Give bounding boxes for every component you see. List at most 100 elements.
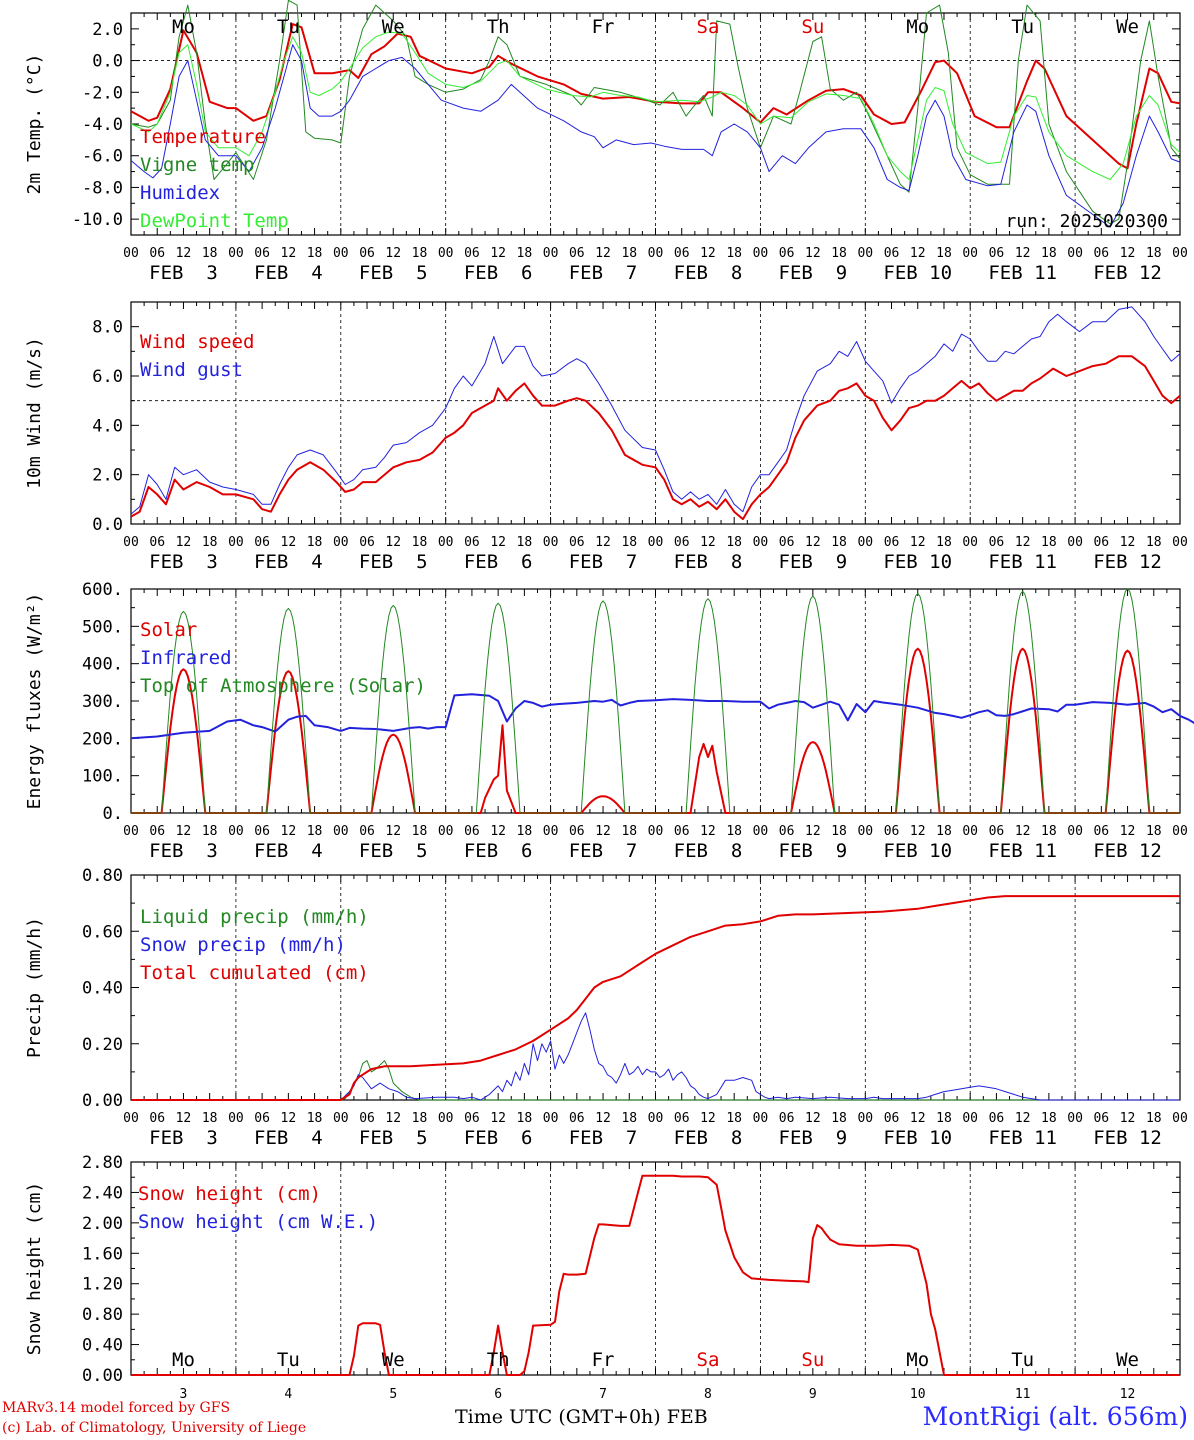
x-hour-label: 12 <box>1015 535 1031 550</box>
series-line <box>131 1012 1180 1101</box>
legend-entry: Top of Atmosphere (Solar) <box>140 675 426 697</box>
x-hour-label: 00 <box>333 1111 349 1126</box>
x-hour-label: 00 <box>123 824 139 839</box>
x-hour-label: 00 <box>228 824 244 839</box>
x-hour-label: 12 <box>595 1111 611 1126</box>
x-hour-label: 18 <box>412 246 428 261</box>
x-hour-label: 12 <box>176 535 192 550</box>
x-hour-label: 18 <box>202 535 218 550</box>
y-tick-label: 8.0 <box>92 318 123 338</box>
x-hour-label: 18 <box>726 1111 742 1126</box>
x-hour-label: 18 <box>936 824 952 839</box>
legend-entry: Humidex <box>140 182 220 204</box>
x-hour-label: 12 <box>176 246 192 261</box>
legend-entry: Total cumulated (cm) <box>140 962 369 984</box>
x-hour-label: 18 <box>726 824 742 839</box>
x-hour-label: 06 <box>149 246 165 261</box>
x-hour-label: 18 <box>621 535 637 550</box>
model-credit: MARv3.14 model forced by GFS <box>2 1400 231 1416</box>
y-tick-label: 2.00 <box>82 1214 123 1234</box>
legend-entry: Wind gust <box>140 359 243 381</box>
x-hour-label: 00 <box>857 246 873 261</box>
x-hour-label: 12 <box>1015 1111 1031 1126</box>
x-hour-label: 12 <box>1015 246 1031 261</box>
x-hour-label: 00 <box>857 535 873 550</box>
x-hour-label: 00 <box>1172 535 1188 550</box>
y-tick-label: 0.40 <box>82 979 123 999</box>
x-hour-label: 00 <box>648 824 664 839</box>
legend-entry: Infrared <box>140 647 232 669</box>
y-tick-label: 0.20 <box>82 1035 123 1055</box>
x-hour-label: 00 <box>1172 824 1188 839</box>
y-tick-label: 0.0 <box>92 52 123 72</box>
legend-entry: Snow height (cm) <box>138 1183 321 1205</box>
x-hour-label: 00 <box>228 535 244 550</box>
y-axis-label: Snow height (cm) <box>24 1182 45 1355</box>
x-hour-label: 12 <box>805 246 821 261</box>
series-line <box>130 31 1181 180</box>
x-hour-label: 12 <box>1120 246 1136 261</box>
x-hour-label: 06 <box>989 535 1005 550</box>
x-hour-label: 06 <box>569 246 585 261</box>
copyright-credit: (c) Lab. of Climatology, University of L… <box>2 1420 307 1436</box>
y-tick-label: -10.0 <box>72 210 123 230</box>
x-hour-label: 12 <box>281 1111 297 1126</box>
y-tick-label: 200. <box>82 729 123 749</box>
x-hour-label: 06 <box>254 246 270 261</box>
x-date-label: FEB 8 <box>674 551 743 573</box>
x-date-label: FEB 10 <box>883 262 952 284</box>
weekday-label: Tu <box>277 1349 300 1371</box>
weekday-label: We <box>1116 1349 1139 1371</box>
x-hour-label: 12 <box>490 246 506 261</box>
y-tick-label: -8.0 <box>82 178 123 198</box>
x-date-label: FEB 3 <box>149 840 218 862</box>
panel-4: 0.80 0.60 0.40 0.20 0.00 Precip (mm/h) 00 06 12 1… <box>24 866 1188 1149</box>
x-hour-label: 00 <box>1067 246 1083 261</box>
x-hour-label: 06 <box>989 824 1005 839</box>
y-tick-label: 4.0 <box>92 416 123 436</box>
legend-entry: Solar <box>140 619 197 641</box>
day-number-label: 8 <box>704 1387 712 1402</box>
x-hour-label: 06 <box>254 535 270 550</box>
x-hour-label: 06 <box>149 535 165 550</box>
weekday-label: Tu <box>1011 16 1034 38</box>
panel-1: 2.0 0.0 -2.0 -4.0 -6.0 -8.0 -10.0 2m Temp. (°C)… <box>24 0 1188 284</box>
y-tick-label: 1.20 <box>82 1275 123 1295</box>
x-hour-label: 00 <box>1067 824 1083 839</box>
x-hour-label: 12 <box>700 824 716 839</box>
x-hour-label: 18 <box>517 824 533 839</box>
x-hour-label: 12 <box>490 1111 506 1126</box>
x-hour-label: 00 <box>1067 1111 1083 1126</box>
x-hour-label: 06 <box>779 246 795 261</box>
x-hour-label: 00 <box>228 246 244 261</box>
x-date-label: FEB 9 <box>779 551 848 573</box>
x-hour-label: 00 <box>543 1111 559 1126</box>
x-date-label: FEB 3 <box>149 1127 218 1149</box>
x-hour-label: 00 <box>857 824 873 839</box>
x-hour-label: 12 <box>805 824 821 839</box>
x-hour-label: 18 <box>1041 246 1057 261</box>
x-hour-label: 06 <box>884 246 900 261</box>
x-hour-label: 06 <box>569 1111 585 1126</box>
x-hour-label: 06 <box>1093 1111 1109 1126</box>
x-hour-label: 18 <box>621 246 637 261</box>
weekday-label: We <box>1116 16 1139 38</box>
y-tick-label: 0.00 <box>82 1091 123 1111</box>
x-hour-label: 06 <box>779 535 795 550</box>
day-number-label: 5 <box>389 1387 397 1402</box>
day-number-label: 6 <box>494 1387 502 1402</box>
x-hour-label: 06 <box>464 1111 480 1126</box>
weekday-label: Mo <box>906 16 929 38</box>
x-date-label: FEB 12 <box>1093 262 1162 284</box>
x-hour-label: 00 <box>1172 246 1188 261</box>
day-number-label: 9 <box>809 1387 817 1402</box>
day-number-label: 7 <box>599 1387 607 1402</box>
x-hour-label: 18 <box>936 246 952 261</box>
y-axis-label: Precip (mm/h) <box>24 917 45 1058</box>
x-hour-label: 18 <box>726 246 742 261</box>
x-hour-label: 18 <box>1146 246 1162 261</box>
x-hour-label: 18 <box>831 246 847 261</box>
x-hour-label: 12 <box>385 1111 401 1126</box>
x-date-label: FEB 4 <box>254 551 323 573</box>
x-date-label: FEB 12 <box>1093 840 1162 862</box>
